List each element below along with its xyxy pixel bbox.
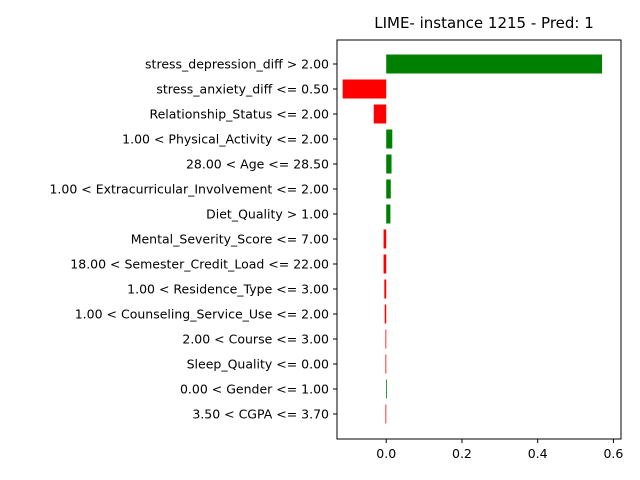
bar-0 [386,54,603,74]
x-tick-label-3: 0.6 [603,446,623,461]
bar-13 [386,379,388,399]
y-tick-label-9: 1.00 < Residence_Type <= 3.00 [127,282,329,297]
x-tick-label-1: 0.2 [452,446,472,461]
y-tick-label-11: 2.00 < Course <= 3.00 [182,332,329,347]
y-tick-label-4: 28.00 < Age <= 28.50 [186,157,329,172]
y-tick-label-12: Sleep_Quality <= 0.00 [187,357,329,372]
x-tick-label-2: 0.4 [528,446,548,461]
x-axis: 0.0 0.2 0.4 0.6 [376,439,623,461]
y-tick-label-2: Relationship_Status <= 2.00 [149,107,329,122]
bar-8 [383,254,387,274]
bar-14 [385,404,387,424]
y-tick-label-3: 1.00 < Physical_Activity <= 2.00 [122,132,329,147]
y-tick-label-7: Mental_Severity_Score <= 7.00 [131,232,329,247]
y-tick-label-5: 1.00 < Extracurricular_Involvement <= 2.… [49,182,329,197]
bar-10 [384,304,387,324]
bars-group [342,54,603,424]
bar-4 [386,154,392,174]
bar-11 [385,329,387,349]
bar-9 [384,279,387,299]
y-tick-label-8: 18.00 < Semester_Credit_Load <= 22.00 [70,257,329,272]
y-tick-label-13: 0.00 < Gender <= 1.00 [180,382,329,397]
bar-3 [386,129,393,149]
y-tick-label-1: stress_anxiety_diff <= 0.50 [156,82,329,97]
y-tick-labels: stress_depression_diff > 2.00 stress_anxi… [49,57,337,422]
bar-7 [383,229,387,249]
y-tick-label-6: Diet_Quality > 1.00 [206,207,329,222]
bar-12 [385,354,387,374]
chart-title: LIME- instance 1215 - Pred: 1 [374,14,594,32]
y-tick-label-0: stress_depression_diff > 2.00 [145,57,329,72]
bar-1 [342,79,387,99]
y-tick-label-14: 3.50 < CGPA <= 3.70 [192,407,329,422]
y-tick-label-10: 1.00 < Counseling_Service_Use <= 2.00 [75,307,329,322]
x-tick-label-0: 0.0 [376,446,396,461]
bar-5 [386,179,391,199]
bar-2 [373,104,387,124]
plot-frame [336,39,622,440]
bar-6 [386,204,391,224]
